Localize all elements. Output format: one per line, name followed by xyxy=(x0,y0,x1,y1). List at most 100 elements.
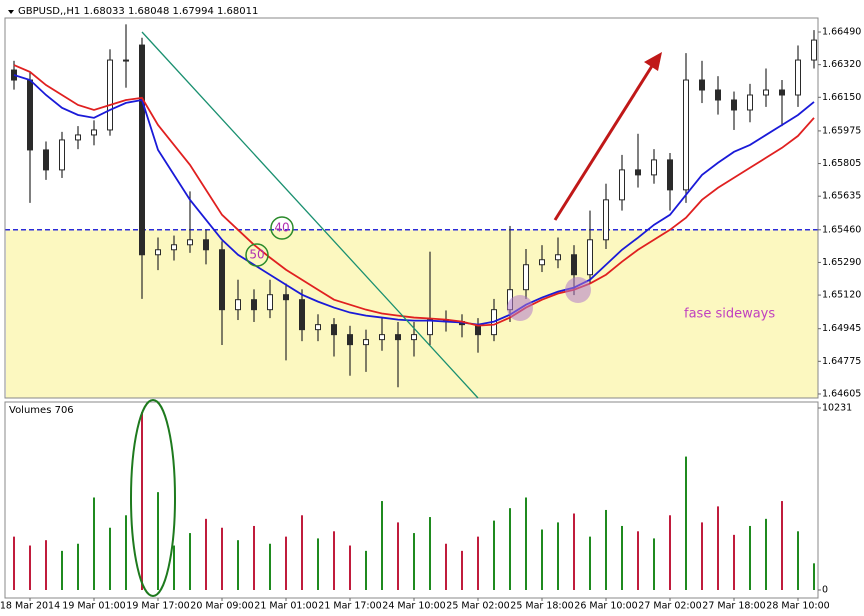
candle-body xyxy=(651,159,657,176)
candle-body xyxy=(747,94,753,111)
x-tick-label: 21 Mar 01:00 xyxy=(254,601,317,612)
y-tick-label: 1.65290 xyxy=(822,257,861,268)
x-tick-label: 19 Mar 01:00 xyxy=(62,601,125,612)
marker-circle xyxy=(245,243,269,267)
volume-bar xyxy=(429,517,431,590)
trend-line xyxy=(141,31,479,399)
candle-body xyxy=(571,254,577,276)
candle-body xyxy=(171,244,177,251)
volume-bar xyxy=(13,536,15,590)
y-tick-label: 1.65805 xyxy=(822,158,861,169)
candle-body xyxy=(587,239,593,276)
volume-bar xyxy=(173,545,175,590)
volume-bar xyxy=(685,456,687,590)
candle-body xyxy=(299,299,305,331)
volume-bar xyxy=(413,533,415,590)
volume-bar xyxy=(541,529,543,590)
x-tick-label: 28 Mar 10:00 xyxy=(766,601,829,612)
x-tick-label: 27 Mar 02:00 xyxy=(638,601,701,612)
x-tick-label: 25 Mar 18:00 xyxy=(510,601,573,612)
volume-bar xyxy=(349,545,351,590)
candle-body xyxy=(683,79,689,191)
volume-bar xyxy=(557,522,559,590)
highlight xyxy=(565,277,591,303)
annotation: 40 xyxy=(274,221,289,235)
volume-bar xyxy=(237,540,239,590)
volume-title: Volumes 706 xyxy=(9,405,74,416)
y-tick-label: 1.66150 xyxy=(822,92,861,103)
candle-body xyxy=(363,339,369,346)
candle-body xyxy=(155,249,161,256)
volume-bar xyxy=(269,543,271,590)
volume-bar xyxy=(701,522,703,590)
volume-bar xyxy=(797,531,799,590)
candle-body xyxy=(315,324,321,331)
volume-bar xyxy=(189,533,191,590)
y-tick-label: 0 xyxy=(822,585,828,596)
candle-body xyxy=(731,99,737,111)
volume-bar xyxy=(381,501,383,590)
candle-body xyxy=(43,149,49,171)
volume-bar xyxy=(589,536,591,590)
candle-body xyxy=(427,319,433,336)
volume-bar xyxy=(125,515,127,590)
y-tick-label: 1.65635 xyxy=(822,191,861,202)
candle-body xyxy=(283,294,289,301)
chart-title: GBPUSD,,H1 1.68033 1.68048 1.67994 1.680… xyxy=(18,6,258,17)
y-tick-label: 1.64605 xyxy=(822,388,861,399)
volume-bar xyxy=(637,531,639,590)
candle-body xyxy=(715,89,721,101)
y-tick-label: 1.64775 xyxy=(822,356,861,367)
volume-bar xyxy=(157,492,159,590)
candle-body xyxy=(635,169,641,176)
moving-average xyxy=(13,74,815,326)
volume-bar xyxy=(781,501,783,590)
x-tick-label: 21 Mar 17:00 xyxy=(318,601,381,612)
volume-bar xyxy=(397,522,399,590)
candle-body xyxy=(139,44,145,256)
volume-frame xyxy=(4,401,819,599)
volume-bar xyxy=(669,515,671,590)
candle-body xyxy=(539,259,545,266)
candle-body xyxy=(107,59,113,131)
candle-body xyxy=(91,129,97,136)
volume-bar xyxy=(605,509,607,590)
volume-bar xyxy=(61,550,63,590)
candle-body xyxy=(267,294,273,311)
candle-body xyxy=(619,169,625,201)
candle-body xyxy=(203,239,209,251)
volume-bar xyxy=(765,518,767,590)
menu-arrow[interactable] xyxy=(8,10,14,14)
volume-bar xyxy=(493,520,495,590)
volume-bar xyxy=(45,540,47,590)
volume-bar xyxy=(525,497,527,590)
candle-body xyxy=(667,159,673,191)
volume-bar xyxy=(621,525,623,590)
x-tick-label: 27 Mar 18:00 xyxy=(702,601,765,612)
volume-ellipse xyxy=(130,399,176,597)
candle-body xyxy=(75,134,81,141)
y-tick-label: 1.65120 xyxy=(822,290,861,301)
volume-bar xyxy=(285,536,287,590)
volume-bar xyxy=(477,536,479,590)
volume-bar xyxy=(205,518,207,590)
candle-body xyxy=(555,254,561,261)
volume-bar xyxy=(461,550,463,590)
candle-body xyxy=(411,334,417,341)
candle-body xyxy=(219,249,225,311)
arrow-shaft xyxy=(553,65,654,221)
candle-body xyxy=(379,334,385,341)
marker-circle xyxy=(270,216,294,240)
volume-bar xyxy=(749,525,751,590)
candle-body xyxy=(523,264,529,291)
candle-body xyxy=(251,299,257,311)
candle-body xyxy=(123,59,129,62)
arrow-head xyxy=(644,52,662,71)
candle-body xyxy=(603,199,609,241)
candle-body xyxy=(235,299,241,311)
volume-bar xyxy=(813,563,815,590)
price-frame xyxy=(4,17,819,399)
x-tick-label: 19 Mar 17:00 xyxy=(126,601,189,612)
highlight xyxy=(507,295,533,321)
annotation: fase sideways xyxy=(684,307,775,322)
